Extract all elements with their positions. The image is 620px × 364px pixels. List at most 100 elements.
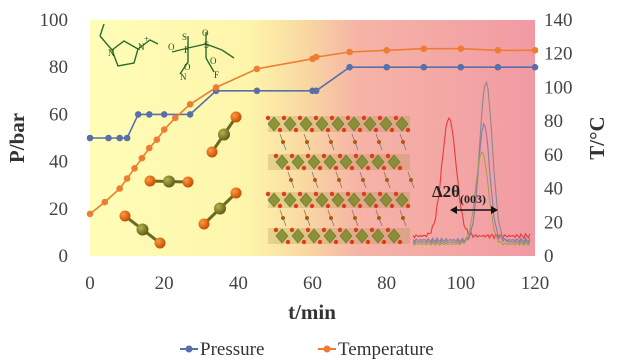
ionic-liquid-atom-label: F: [184, 45, 189, 55]
temperature-data-point: [116, 185, 123, 192]
y2-tick-label: 60: [544, 145, 563, 166]
xrd-peak-purple: [412, 122, 531, 243]
pressure-data-point: [105, 134, 112, 142]
y2-tick-label: 0: [544, 246, 554, 267]
legend-pressure-label: Pressure: [200, 339, 264, 359]
y-tick-label: 20: [49, 199, 68, 220]
ionic-liquid-atom-label: F: [214, 70, 219, 80]
pressure-data-point: [146, 111, 153, 118]
pressure-data-point: [134, 111, 142, 118]
temperature-data-point: [101, 198, 109, 206]
ionic-liquid-atom-label: S: [182, 32, 187, 42]
pressure-data-point: [383, 63, 391, 71]
ionic-liquid-atom-label: N: [180, 72, 187, 82]
y2-tick-label: 80: [544, 111, 563, 132]
temperature-data-point: [160, 126, 168, 133]
ionic-liquid-atom-label: O: [168, 42, 175, 52]
x-tick-label: 20: [155, 273, 174, 294]
x-tick-label: 100: [447, 273, 476, 294]
pressure-data-point: [86, 134, 94, 142]
temperature-data-point: [253, 65, 261, 73]
x-tick-label: 80: [377, 273, 396, 294]
ionic-liquid-atom-label: +: [144, 34, 149, 44]
y2-tick-label: 120: [544, 44, 573, 65]
legend-temperature-label: Temperature: [338, 339, 434, 359]
ionic-liquid-atom-label: S: [204, 40, 209, 50]
pressure-data-point: [346, 63, 353, 71]
temperature-data-point: [86, 210, 94, 218]
x-axis-title: t/min: [288, 300, 336, 324]
y-tick-label: 80: [49, 57, 68, 78]
y-tick-label: 60: [49, 104, 68, 125]
legend: Pressure Temperature: [180, 339, 434, 360]
temperature-data-point: [457, 45, 465, 52]
x-tick-label: 40: [229, 273, 248, 294]
temperature-data-point: [172, 114, 179, 122]
x-tick-label: 120: [521, 273, 550, 294]
ionic-liquid-structure: [99, 23, 235, 75]
y-tick-label: 0: [59, 246, 69, 267]
x-tick-label: 0: [85, 273, 95, 294]
delta-arrow-right-head: [491, 206, 498, 214]
temperature-data-point: [346, 48, 353, 56]
ionic-liquid-atom-label: O: [184, 62, 191, 72]
xrd-peak-olive: [412, 151, 531, 247]
temperature-data-point: [186, 101, 194, 108]
y2-tick-label: 140: [544, 10, 573, 31]
pressure-data-point: [312, 87, 320, 95]
xrd-pattern: [412, 80, 531, 247]
pressure-data-point: [186, 111, 194, 118]
temperature-data-point: [531, 47, 539, 54]
temperature-data-point: [383, 47, 391, 54]
co2-molecule: [198, 187, 242, 230]
right-axis: 0 20 40 60 80 100 120 140: [544, 10, 573, 267]
temperature-data-point: [420, 45, 428, 52]
pressure-data-point: [457, 63, 465, 71]
delta-arrow-left-head: [450, 206, 457, 214]
co2-molecule: [206, 111, 242, 158]
pressure-data-point: [531, 63, 539, 71]
pressure-data-point: [160, 111, 168, 118]
series-layer: [86, 45, 539, 218]
y-axis-title: P/bar: [5, 113, 29, 163]
pressure-data-point: [116, 134, 123, 142]
ionic-liquid-atom-label: N: [138, 42, 145, 52]
y-tick-label: 40: [49, 152, 68, 173]
temperature-data-point: [212, 84, 220, 91]
temperature-data-point: [138, 154, 146, 162]
pressure-data-point: [253, 87, 261, 95]
y2-tick-label: 100: [544, 77, 573, 98]
legend-temperature-marker: [323, 345, 331, 353]
y2-axis-title: T/°C: [585, 116, 609, 159]
y2-tick-label: 40: [544, 179, 563, 200]
temperature-data-point: [312, 53, 320, 61]
x-tick-label: 60: [303, 273, 322, 294]
pressure-data-point: [123, 134, 131, 142]
delta-two-theta-sub: (003): [460, 192, 486, 206]
temperature-data-point: [146, 144, 153, 152]
ionic-liquid-atom-label: O: [202, 28, 209, 38]
pressure-data-point: [494, 63, 502, 71]
temperature-data-point: [494, 47, 502, 54]
xrd-peak-red: [412, 117, 531, 240]
delta-two-theta-main: Δ2θ: [432, 182, 460, 201]
temperature-data-point: [131, 165, 138, 172]
y2-tick-label: 20: [544, 212, 563, 233]
legend-pressure-marker: [185, 345, 193, 353]
left-axis: 0 20 40 60 80 100: [40, 10, 69, 267]
delta-two-theta-label: Δ2θ(003): [432, 182, 486, 206]
crystal-lattice: [265, 115, 415, 245]
x-axis: 0 20 40 60 80 100 120: [85, 273, 549, 294]
y-tick-label: 100: [40, 10, 69, 31]
co2-molecule: [119, 210, 166, 249]
ionic-liquid-atom-label: N: [108, 48, 115, 58]
diffraction-annotation: Δ2θ(003): [432, 182, 498, 214]
temperature-data-point: [153, 136, 161, 143]
ionic-liquid-atom-label: O: [210, 56, 217, 66]
pressure-data-point: [420, 63, 428, 71]
co2-molecule: [144, 175, 194, 188]
temperature-data-point: [123, 175, 131, 182]
